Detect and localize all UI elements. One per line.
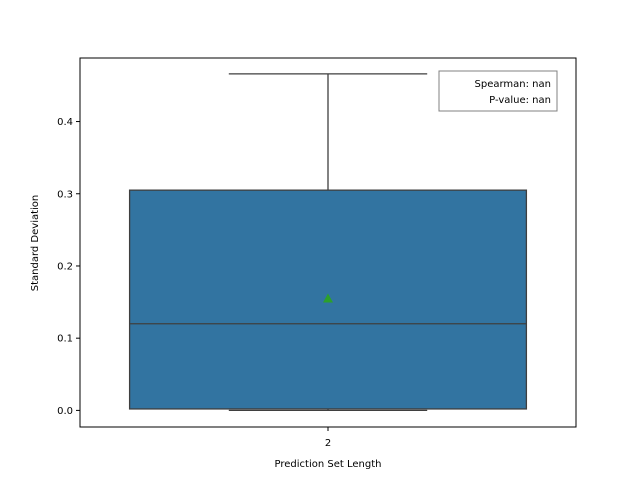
y-tick-label: 0.2 <box>57 261 73 272</box>
x-tick-label: 2 <box>325 438 331 449</box>
p-value-label: P-value: nan <box>489 95 551 106</box>
stats-annotation: Spearman: nan P-value: nan <box>438 70 558 112</box>
spearman-label: Spearman: nan <box>475 79 551 90</box>
y-tick-label: 0.4 <box>57 117 73 128</box>
y-tick-label: 0.0 <box>57 406 73 417</box>
mean-marker <box>323 293 333 303</box>
y-axis-ticks: 0.0 0.1 0.2 0.3 0.4 <box>57 117 80 417</box>
box-series <box>128 73 528 412</box>
x-axis-label: Prediction Set Length <box>275 459 382 470</box>
y-axis-label: Standard Deviation <box>30 195 41 292</box>
y-tick-label: 0.1 <box>57 334 73 345</box>
y-tick-label: 0.3 <box>57 189 73 200</box>
stats-annotation-box <box>438 70 558 112</box>
